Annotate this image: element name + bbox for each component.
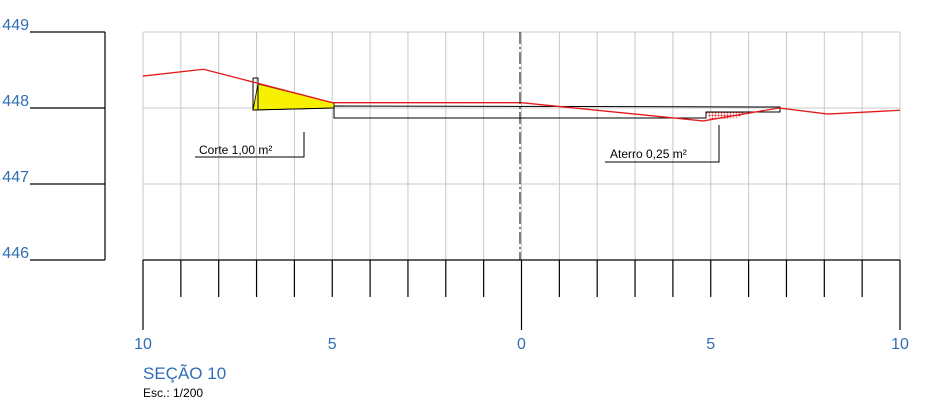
offset-label: 0 bbox=[517, 336, 526, 353]
road-template bbox=[252, 77, 781, 119]
cut-area bbox=[252, 83, 335, 111]
elevation-label: 448 bbox=[2, 93, 29, 110]
cut-annotation-text: Corte 1,00 m² bbox=[199, 143, 272, 157]
offset-scale: 10 5 0 5 10 bbox=[134, 259, 909, 353]
fill-annotation: Aterro 0,25 m² bbox=[605, 125, 720, 163]
elevation-scale: 449 448 447 446 bbox=[2, 17, 106, 262]
embankment-area bbox=[706, 112, 746, 119]
fill-annotation-text: Aterro 0,25 m² bbox=[610, 147, 687, 161]
elevation-label: 446 bbox=[2, 245, 29, 262]
offset-label: 5 bbox=[328, 336, 337, 353]
cut-annotation: Corte 1,00 m² bbox=[195, 132, 305, 158]
offset-label: 10 bbox=[134, 336, 152, 353]
offset-label: 10 bbox=[891, 336, 909, 353]
section-title: SEÇÃO 10 bbox=[143, 364, 227, 383]
scale-text: Esc.: 1/200 bbox=[143, 386, 204, 400]
elevation-label: 447 bbox=[2, 169, 29, 186]
offset-label: 5 bbox=[706, 336, 715, 353]
terrain-profile-line bbox=[142, 68, 901, 122]
elevation-label: 449 bbox=[2, 17, 29, 34]
